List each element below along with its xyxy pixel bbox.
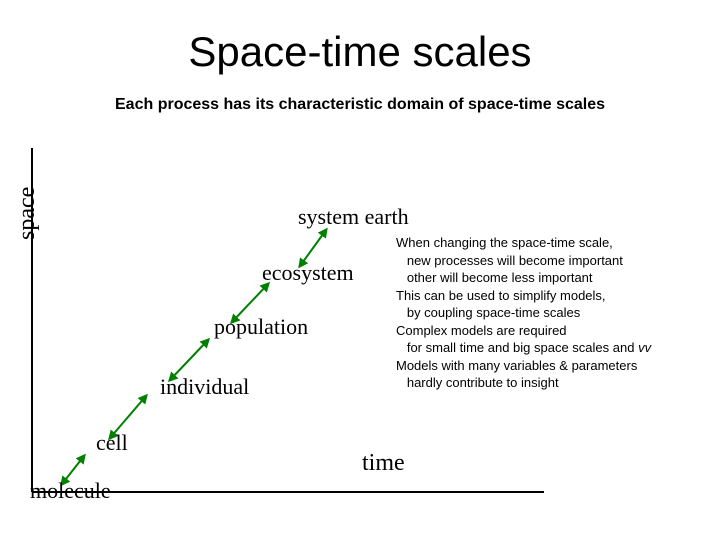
side-note: When changing the space-time scale, new …: [396, 234, 651, 392]
scale-label-cell: cell: [96, 430, 128, 456]
y-axis-label: space: [14, 187, 41, 240]
scale-label-ecosystem: ecosystem: [262, 260, 354, 286]
scale-label-molecule: molecule: [30, 478, 111, 504]
scale-label-population: population: [214, 314, 308, 340]
slide: Space-time scales Each process has its c…: [0, 0, 720, 540]
x-axis-label: time: [362, 450, 405, 477]
scale-label-individual: individual: [160, 374, 249, 400]
scale-label-system-earth: system earth: [298, 204, 409, 230]
